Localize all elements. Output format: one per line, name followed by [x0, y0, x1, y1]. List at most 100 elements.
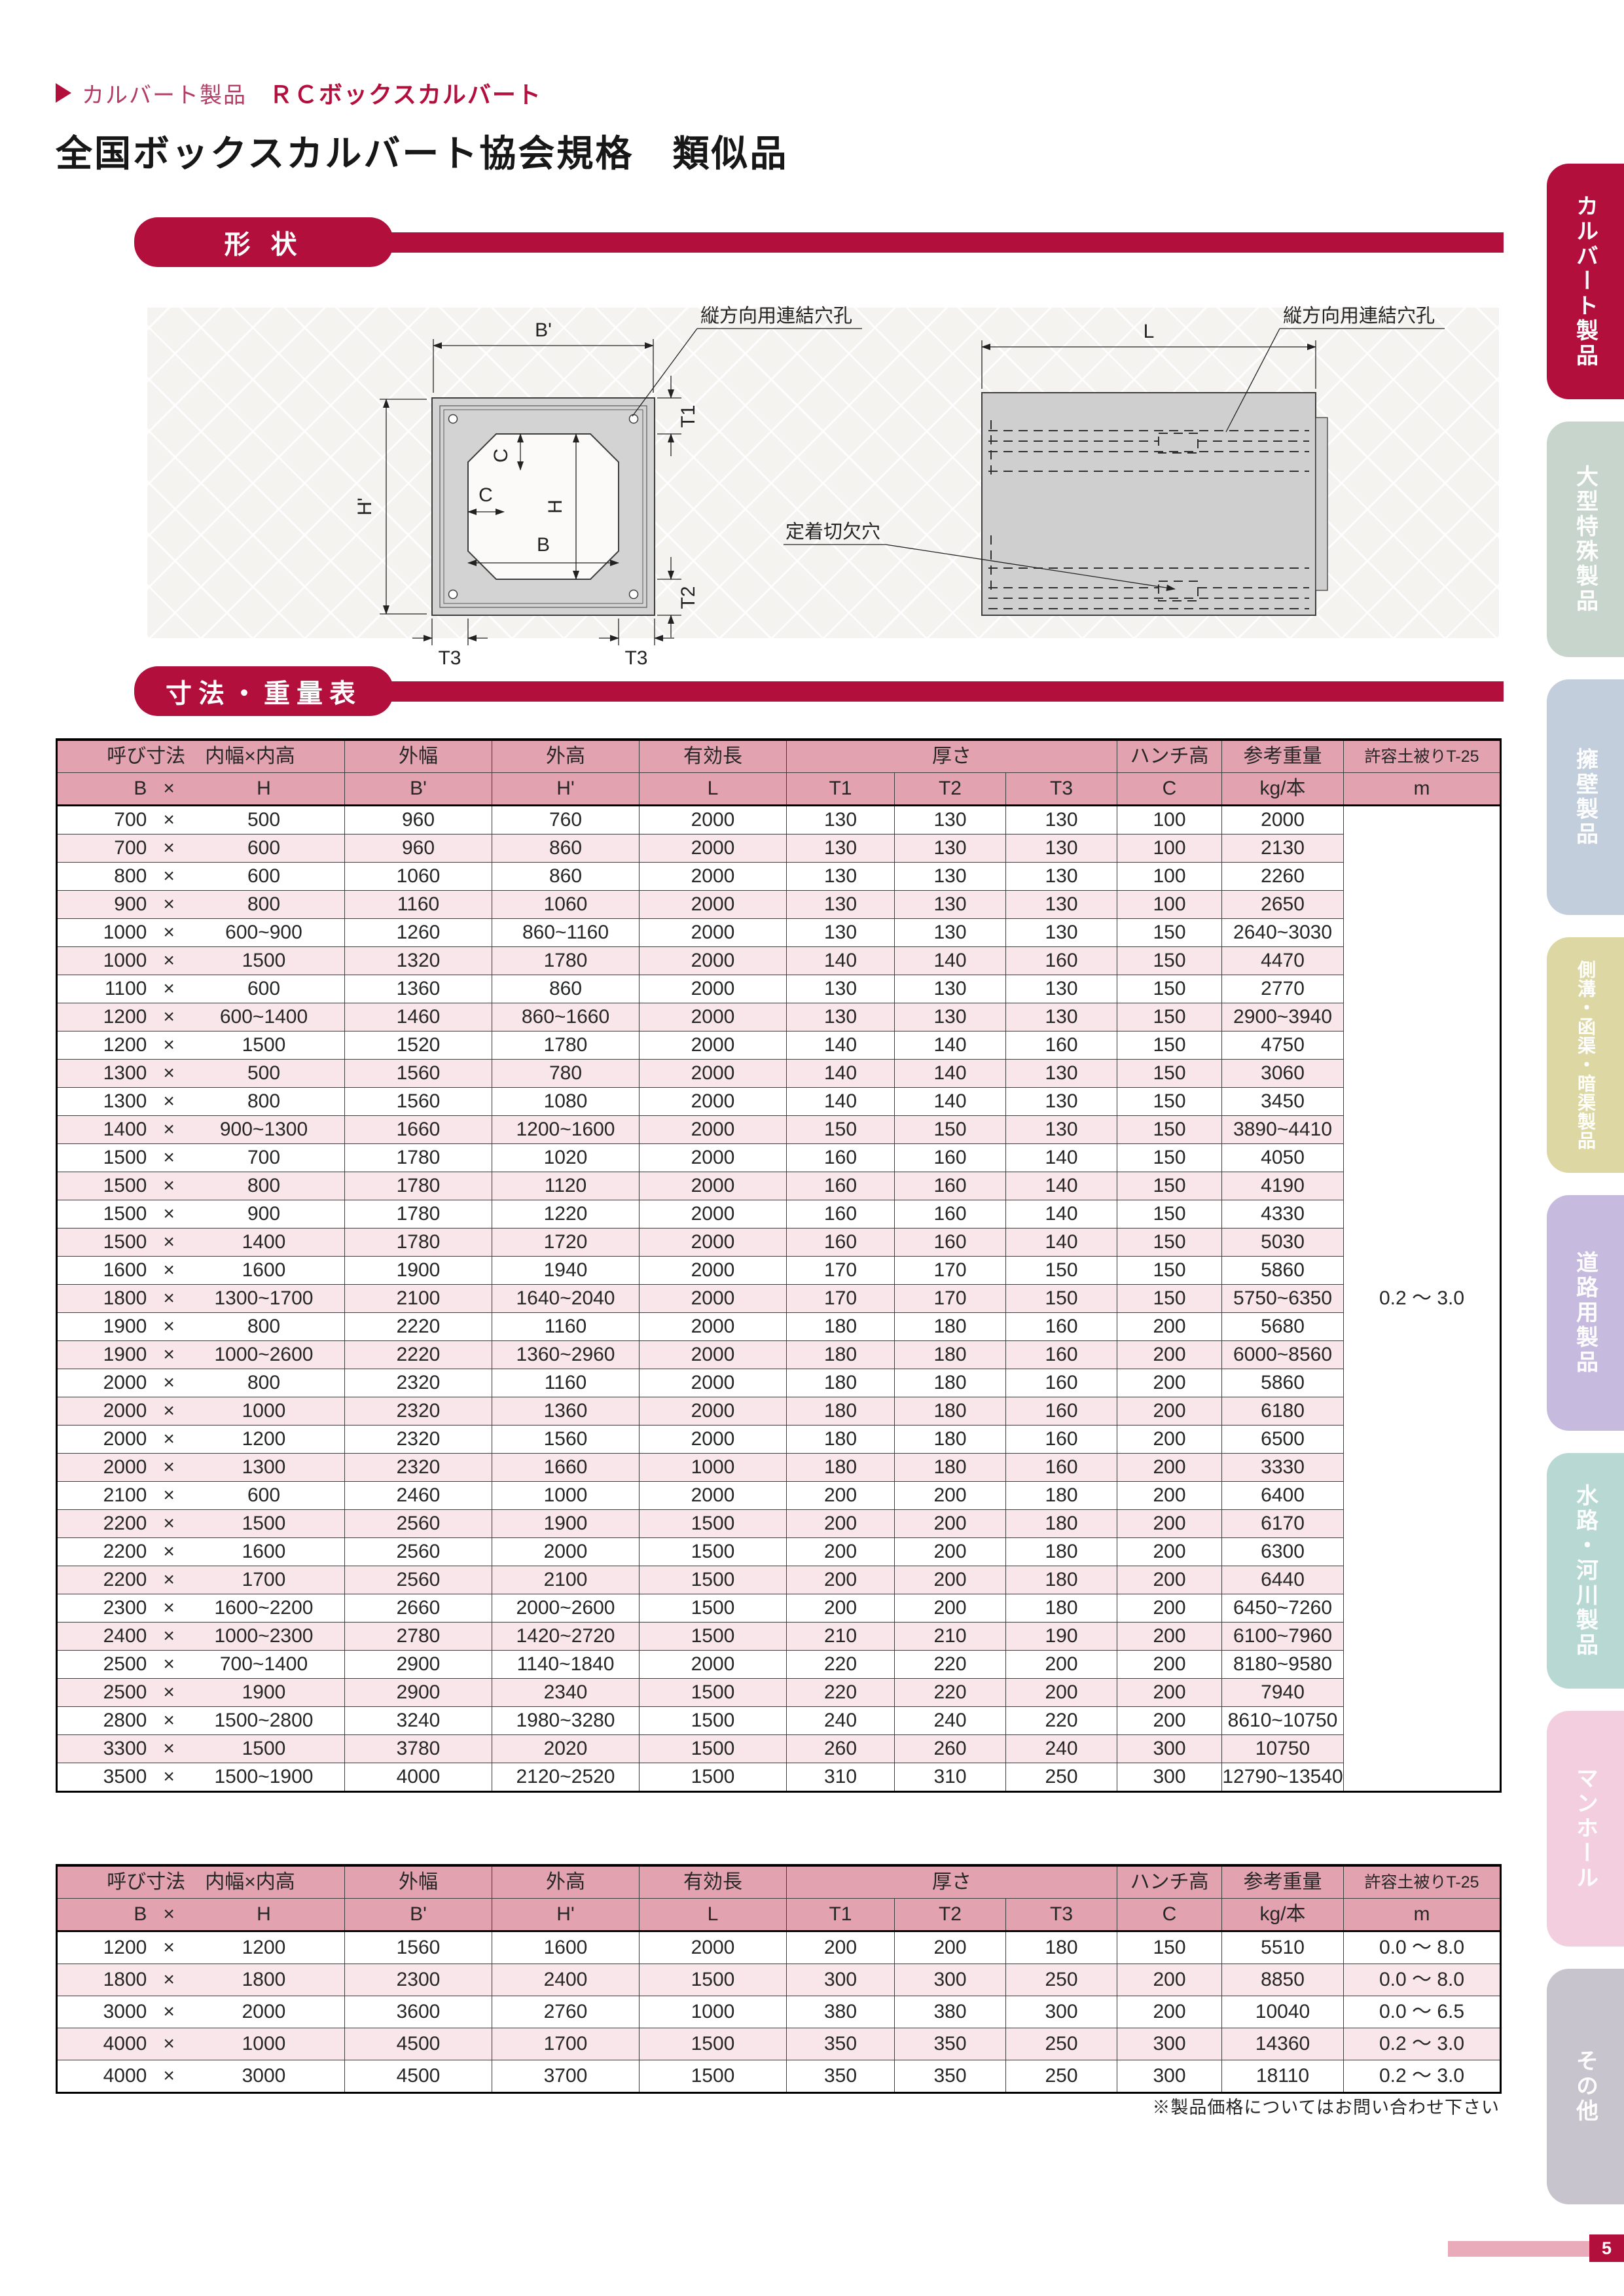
label-t2: T2 — [677, 586, 699, 609]
value-cell: 4500 — [344, 2028, 492, 2060]
value-cell: 2000 — [639, 1059, 787, 1088]
label-length: L — [1144, 321, 1155, 342]
subcol-l: L — [639, 1898, 787, 1932]
value-cell: 2650 — [1221, 890, 1344, 919]
value-cell: 150 — [1117, 1931, 1223, 1964]
table-row: 2200 × 1700 2560 2100 1500 200 200 180 200 6440 — [56, 1566, 1501, 1594]
value-cell: 200 — [894, 1594, 1006, 1623]
value-cell: 2000 — [639, 918, 787, 947]
value-cell: 1060 — [492, 890, 640, 919]
value-cell: 1660 — [344, 1115, 492, 1144]
value-cell: 2000 — [639, 862, 787, 891]
value-cell: 130 — [1005, 862, 1118, 891]
value-cell: 1780 — [492, 1031, 640, 1060]
nominal-size-cell: 2000 × 1200 — [56, 1425, 345, 1454]
sidebar-tab-road-products[interactable]: 道路用製品 — [1547, 1195, 1624, 1431]
value-cell: 2320 — [344, 1453, 492, 1482]
shape-diagram-panel: B' H' B H C C T1 T2 T3 T3 縦方向用連結穴孔 — [147, 305, 1499, 669]
value-cell: 2660 — [344, 1594, 492, 1623]
value-cell: 5860 — [1221, 1369, 1344, 1397]
value-cell: 2000 — [639, 1003, 787, 1031]
sidebar-tab-large-special[interactable]: 大型特殊製品 — [1547, 422, 1624, 657]
subcol-b-x-h: B × H — [56, 772, 345, 806]
nominal-size-cell: 1400 × 900~1300 — [56, 1115, 345, 1144]
value-cell: 3780 — [344, 1734, 492, 1763]
value-cell: 160 — [1005, 1425, 1118, 1454]
value-cell: 6400 — [1221, 1481, 1344, 1510]
value-cell: 180 — [894, 1397, 1006, 1426]
value-cell: 200 — [894, 1509, 1006, 1538]
value-cell: 8180~9580 — [1221, 1650, 1344, 1679]
nominal-size-cell: 1500 × 800 — [56, 1172, 345, 1200]
col-ref-weight: 参考重量 — [1221, 1865, 1344, 1899]
value-cell: 1500 — [639, 2028, 787, 2060]
subcol-m: m — [1343, 772, 1502, 806]
table-row: 1300 × 500 1560 780 2000 140 140 130 150 3060 — [56, 1059, 1501, 1088]
table-row: 1500 × 700 1780 1020 2000 160 160 140 150 4050 — [56, 1143, 1501, 1172]
table-row: 4000 × 3000 4500 3700 1500 350 350 250 300 18110 0.… — [56, 2060, 1502, 2093]
subcol-kg: kg/本 — [1221, 1898, 1344, 1932]
table-row: 1900 × 1000~2600 2220 1360~2960 2000 180 180 160… — [56, 1340, 1501, 1369]
value-cell: 760 — [492, 805, 640, 834]
value-cell: 7940 — [1221, 1678, 1344, 1707]
subcol-b-x-h: B × H — [56, 1898, 345, 1932]
value-cell: 350 — [786, 2028, 895, 2060]
value-cell: 140 — [894, 1059, 1006, 1088]
value-cell: 240 — [786, 1706, 895, 1735]
nominal-size-cell: 1100 × 600 — [56, 975, 345, 1003]
value-cell: 6450~7260 — [1221, 1594, 1344, 1623]
sidebar-tab-waterway-river[interactable]: 水路・河川製品 — [1547, 1453, 1624, 1689]
nominal-size-cell: 2000 × 1300 — [56, 1453, 345, 1482]
value-cell: 300 — [1117, 1763, 1223, 1792]
label-outer-height: H' — [354, 497, 376, 515]
value-cell: 200 — [894, 1566, 1006, 1594]
subcol-t2: T2 — [894, 772, 1006, 806]
value-cell: 1080 — [492, 1087, 640, 1116]
nominal-size-cell: 3000 × 2000 — [56, 1996, 345, 2028]
value-cell: 2780 — [344, 1622, 492, 1651]
value-cell: 130 — [894, 805, 1006, 834]
value-cell: 200 — [1117, 1312, 1223, 1341]
value-cell: 2000 — [639, 890, 787, 919]
value-cell: 2100 — [492, 1566, 640, 1594]
value-cell: 10750 — [1221, 1734, 1344, 1763]
value-cell: 300 — [1117, 1734, 1223, 1763]
value-cell: 150 — [894, 1115, 1006, 1144]
nominal-size-cell: 1500 × 1400 — [56, 1228, 345, 1257]
value-cell: 130 — [894, 834, 1006, 863]
value-cell: 2640~3030 — [1221, 918, 1344, 947]
allowable-cover-cell: 0.2 ～ 3.0 — [1343, 2060, 1502, 2093]
value-cell: 160 — [1005, 946, 1118, 975]
table-row: 2200 × 1600 2560 2000 1500 200 200 180 200 6300 — [56, 1537, 1501, 1566]
value-cell: 130 — [786, 1003, 895, 1031]
value-cell: 380 — [786, 1996, 895, 2028]
sidebar-tab-gutter-conduit[interactable]: 側溝・函渠・暗渠製品 — [1547, 937, 1624, 1173]
table-row: 3300 × 1500 3780 2020 1500 260 260 240 300 10750 — [56, 1734, 1501, 1763]
value-cell: 180 — [1005, 1566, 1118, 1594]
sidebar-tab-other[interactable]: その他 — [1547, 1969, 1624, 2204]
col-thickness: 厚さ — [785, 1865, 1118, 1899]
value-cell: 1140~1840 — [492, 1650, 640, 1679]
value-cell: 130 — [1005, 1059, 1118, 1088]
subcol-c: C — [1117, 772, 1223, 806]
value-cell: 2900 — [344, 1650, 492, 1679]
nominal-size-cell: 2200 × 1600 — [56, 1537, 345, 1566]
value-cell: 200 — [1117, 1996, 1223, 2028]
sidebar-tab-culvert[interactable]: カルバート製品 — [1547, 164, 1624, 399]
value-cell: 200 — [786, 1931, 895, 1964]
subcol-t1: T1 — [786, 1898, 895, 1932]
value-cell: 6440 — [1221, 1566, 1344, 1594]
subcol-c: C — [1117, 1898, 1223, 1932]
breadcrumb: カルバート製品 ＲＣボックスカルバート — [56, 76, 542, 110]
value-cell: 1360~2960 — [492, 1340, 640, 1369]
nominal-size-cell: 800 × 600 — [56, 862, 345, 891]
value-cell: 1120 — [492, 1172, 640, 1200]
value-cell: 5680 — [1221, 1312, 1344, 1341]
sidebar-tab-retaining-wall[interactable]: 擁壁製品 — [1547, 679, 1624, 915]
value-cell: 130 — [786, 862, 895, 891]
value-cell: 160 — [894, 1200, 1006, 1229]
value-cell: 2000 — [492, 1537, 640, 1566]
value-cell: 1500 — [639, 1678, 787, 1707]
value-cell: 1500 — [639, 1566, 787, 1594]
sidebar-tab-manhole[interactable]: マンホール — [1547, 1711, 1624, 1946]
